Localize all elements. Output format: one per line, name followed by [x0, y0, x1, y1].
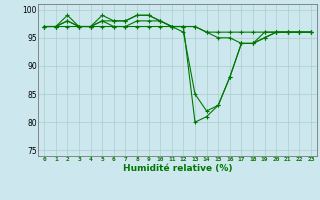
- X-axis label: Humidité relative (%): Humidité relative (%): [123, 164, 232, 173]
